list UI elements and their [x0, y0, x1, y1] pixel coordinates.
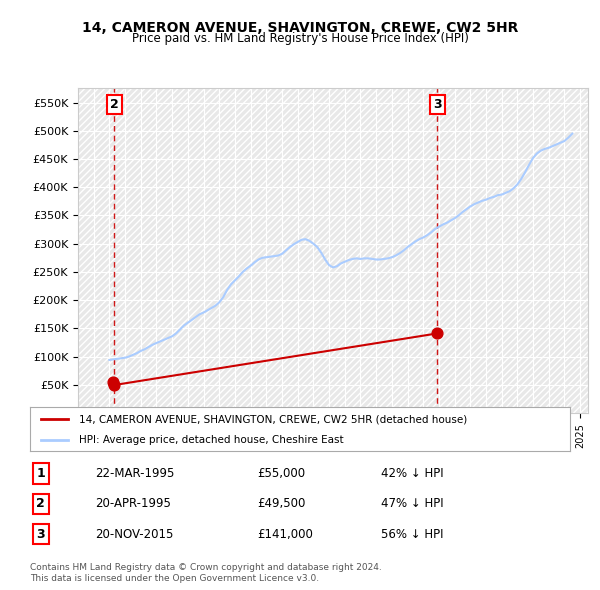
Point	[109, 381, 119, 390]
Text: 42% ↓ HPI: 42% ↓ HPI	[381, 467, 443, 480]
Text: £49,500: £49,500	[257, 497, 305, 510]
Point	[433, 329, 442, 338]
Text: Contains HM Land Registry data © Crown copyright and database right 2024.
This d: Contains HM Land Registry data © Crown c…	[30, 563, 382, 583]
Text: 3: 3	[37, 527, 45, 540]
Text: 2: 2	[37, 497, 45, 510]
Text: Price paid vs. HM Land Registry's House Price Index (HPI): Price paid vs. HM Land Registry's House …	[131, 32, 469, 45]
Text: £55,000: £55,000	[257, 467, 305, 480]
Text: £141,000: £141,000	[257, 527, 313, 540]
Text: 2: 2	[110, 98, 118, 112]
Text: 47% ↓ HPI: 47% ↓ HPI	[381, 497, 443, 510]
FancyBboxPatch shape	[78, 88, 588, 413]
Text: 20-NOV-2015: 20-NOV-2015	[95, 527, 173, 540]
Text: 22-MAR-1995: 22-MAR-1995	[95, 467, 174, 480]
Text: 1: 1	[37, 467, 45, 480]
Text: 14, CAMERON AVENUE, SHAVINGTON, CREWE, CW2 5HR (detached house): 14, CAMERON AVENUE, SHAVINGTON, CREWE, C…	[79, 415, 467, 424]
Text: 3: 3	[433, 98, 442, 112]
Text: HPI: Average price, detached house, Cheshire East: HPI: Average price, detached house, Ches…	[79, 435, 343, 445]
Point	[108, 377, 118, 386]
Text: 20-APR-1995: 20-APR-1995	[95, 497, 170, 510]
Text: 56% ↓ HPI: 56% ↓ HPI	[381, 527, 443, 540]
Text: 14, CAMERON AVENUE, SHAVINGTON, CREWE, CW2 5HR: 14, CAMERON AVENUE, SHAVINGTON, CREWE, C…	[82, 21, 518, 35]
